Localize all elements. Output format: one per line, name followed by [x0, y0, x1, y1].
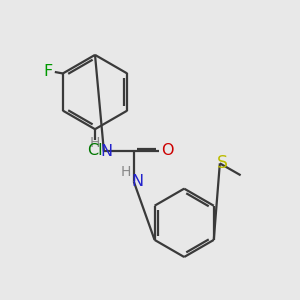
Text: O: O	[161, 142, 173, 158]
Text: N: N	[131, 174, 143, 189]
Text: N: N	[101, 144, 113, 159]
Text: H: H	[89, 136, 100, 150]
Text: H: H	[120, 165, 130, 179]
Text: Cl: Cl	[87, 142, 103, 158]
Text: S: S	[217, 154, 228, 172]
Text: F: F	[44, 64, 52, 80]
